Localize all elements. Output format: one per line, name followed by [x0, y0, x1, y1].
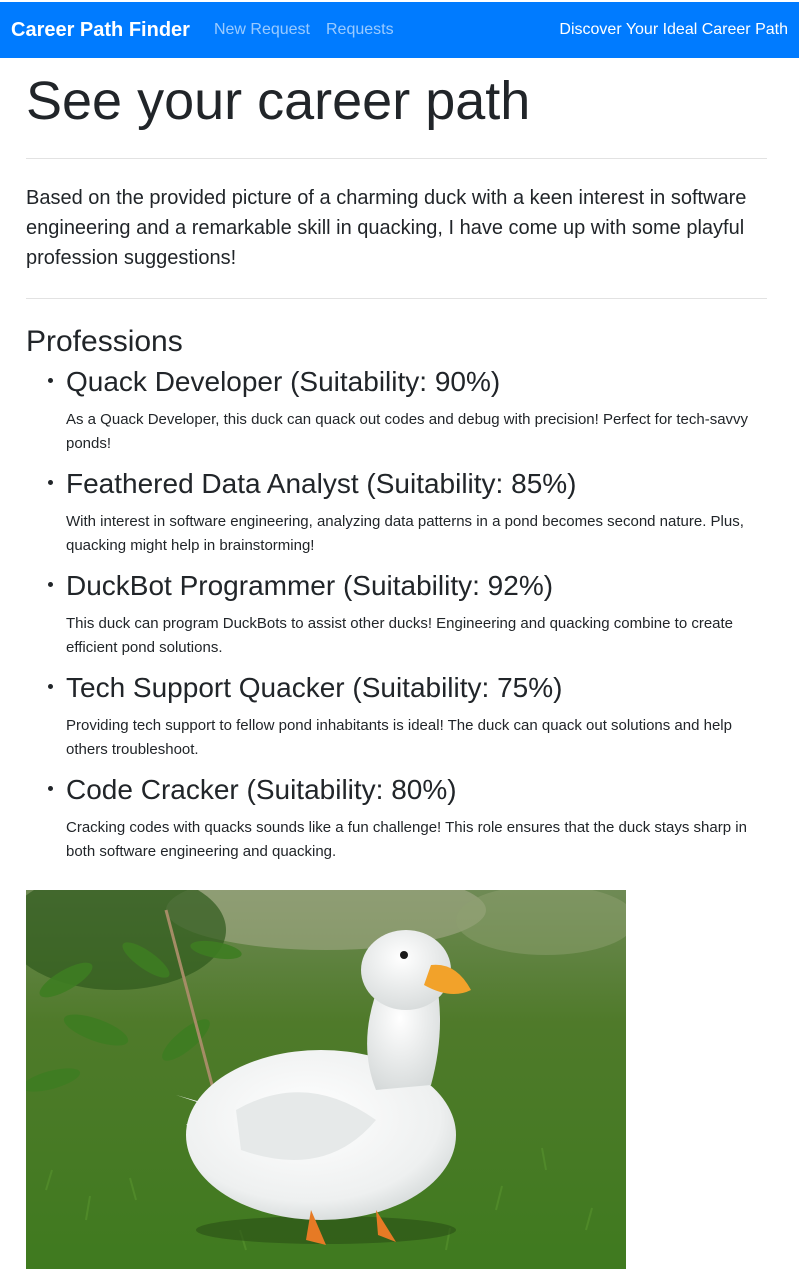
bullet-icon	[48, 480, 53, 485]
intro-text: Based on the provided picture of a charm…	[26, 187, 747, 269]
brand-link[interactable]: Career Path Finder	[11, 18, 190, 41]
profession-title: DuckBot Programmer (Suitability: 92%)	[66, 570, 554, 601]
profession-title: Code Cracker (Suitability: 80%)	[66, 774, 457, 805]
bullet-icon	[48, 378, 53, 383]
bullet-icon	[48, 582, 53, 587]
bullet-icon	[48, 786, 53, 791]
profession-description: As a Quack Developer, this duck can quac…	[66, 411, 749, 452]
profession-item: DuckBot Programmer (Suitability: 92%) Th…	[48, 568, 767, 660]
profession-description: With interest in software engineering, a…	[66, 513, 744, 554]
profession-title: Feathered Data Analyst (Suitability: 85%…	[66, 468, 577, 499]
profession-description: Cracking codes with quacks sounds like a…	[66, 819, 747, 860]
professions-heading: Professions	[26, 325, 183, 358]
navbar-tagline: Discover Your Ideal Career Path	[559, 21, 788, 38]
page-title: See your career path	[26, 71, 531, 131]
professions-list: Quack Developer (Suitability: 90%) As a …	[26, 364, 767, 864]
profession-title: Quack Developer (Suitability: 90%)	[66, 366, 501, 397]
profession-item: Tech Support Quacker (Suitability: 75%) …	[48, 670, 767, 762]
navbar: Career Path Finder New Request Requests …	[0, 2, 799, 58]
bullet-icon	[48, 684, 53, 689]
main-content: See your career path Based on the provid…	[26, 58, 767, 874]
profession-item: Feathered Data Analyst (Suitability: 85%…	[48, 466, 767, 558]
duck-photo	[26, 890, 626, 1269]
divider	[26, 158, 767, 159]
profession-title: Tech Support Quacker (Suitability: 75%)	[66, 672, 563, 703]
profession-item: Quack Developer (Suitability: 90%) As a …	[48, 364, 767, 456]
divider	[26, 298, 767, 299]
nav-link-requests[interactable]: Requests	[326, 21, 394, 38]
profession-description: This duck can program DuckBots to assist…	[66, 615, 734, 656]
profession-item: Code Cracker (Suitability: 80%) Cracking…	[48, 772, 767, 864]
profession-description: Providing tech support to fellow pond in…	[66, 717, 732, 758]
nav-link-new-request[interactable]: New Request	[213, 21, 310, 38]
